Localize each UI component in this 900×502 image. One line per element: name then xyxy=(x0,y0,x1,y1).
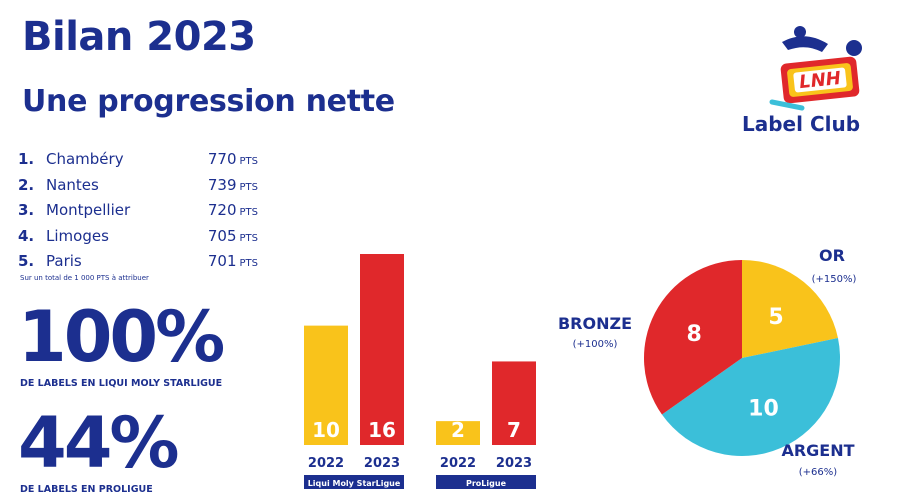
pie-slice xyxy=(644,260,742,415)
rank-number: 1. xyxy=(18,150,35,168)
starligue-caption: DE LABELS EN LIQUI MOLY STARLIGUE xyxy=(20,378,223,389)
rank-number: 5. xyxy=(18,252,35,270)
slice-name-label: BRONZE xyxy=(558,314,632,333)
group-label: Liqui Moly StarLigue xyxy=(308,479,401,488)
group-label-band xyxy=(436,475,536,489)
club-points: 720 PTS xyxy=(207,201,258,219)
bar xyxy=(360,254,404,445)
list-item: 5. Paris 701 PTS xyxy=(18,252,258,278)
category-label: 2023 xyxy=(364,456,400,471)
pie-slice xyxy=(742,260,838,358)
club-points: 770 PTS xyxy=(207,150,258,168)
list-item: 1. Chambéry 770 PTS xyxy=(18,150,258,176)
bar xyxy=(436,421,480,445)
club-name: Nantes xyxy=(46,175,99,194)
club-name: Paris xyxy=(46,252,82,270)
club-name: Chambéry xyxy=(46,150,124,168)
proligue-percentage: 44% xyxy=(18,402,180,484)
club-points: 705 PTS xyxy=(207,226,258,245)
rank-number: 2. xyxy=(18,175,35,194)
category-label: 2022 xyxy=(440,456,476,471)
bar-value-label: 2 xyxy=(451,418,465,442)
club-name: Limoges xyxy=(46,226,109,245)
list-item: 3. Montpellier 720 PTS xyxy=(18,201,258,227)
pie-slice xyxy=(661,338,840,456)
group-label: ProLigue xyxy=(466,479,507,488)
club-name: Montpellier xyxy=(46,201,131,219)
club-points: 701 PTS xyxy=(207,252,258,270)
bar-value-label: 16 xyxy=(368,418,396,442)
proligue-caption: DE LABELS EN PROLIGUE xyxy=(20,484,153,495)
slice-change-label: (+66%) xyxy=(799,467,838,478)
page-title: Bilan 2023 xyxy=(22,14,256,60)
slice-value-label: 8 xyxy=(686,322,701,347)
bar-chart: 10 2022 16 2023 Liqui Moly StarLigue 2 2022 7 20… xyxy=(304,254,536,489)
starligue-percentage: 100% xyxy=(18,296,225,378)
list-item: 4. Limoges 705 PTS xyxy=(18,227,258,253)
slice-name-label: ARGENT xyxy=(781,441,854,460)
slice-value-label: 10 xyxy=(748,396,779,421)
slice-name-label: OR xyxy=(819,246,845,265)
page-subtitle: Une progression nette xyxy=(22,84,395,119)
rank-number: 3. xyxy=(18,201,35,219)
club-points: 739 PTS xyxy=(207,175,258,194)
bar-value-label: 10 xyxy=(312,418,340,442)
ranking-footnote: Sur un total de 1 000 PTS à attribuer xyxy=(20,274,149,282)
ranking-list: 1. Chambéry 770 PTS 2. Nantes 739 PTS 3. M… xyxy=(18,150,258,278)
category-label: 2022 xyxy=(308,456,344,471)
slice-change-label: (+150%) xyxy=(812,274,857,285)
bar xyxy=(304,325,348,445)
pie-chart: 5 OR (+150%) 10 ARGENT (+66%) 8 BRONZE (+100%) xyxy=(558,246,857,478)
logo-badge: LNH xyxy=(798,68,842,93)
bar-value-label: 7 xyxy=(507,418,521,442)
logo-text: Label Club xyxy=(742,112,861,136)
slice-change-label: (+100%) xyxy=(573,339,618,350)
group-label-band xyxy=(304,475,404,489)
rank-number: 4. xyxy=(18,226,35,245)
category-label: 2023 xyxy=(496,456,532,471)
list-item: 2. Nantes 739 PTS xyxy=(18,176,258,202)
slice-value-label: 5 xyxy=(768,305,783,330)
bar xyxy=(492,361,536,445)
lnh-logo: LNH xyxy=(769,26,862,111)
